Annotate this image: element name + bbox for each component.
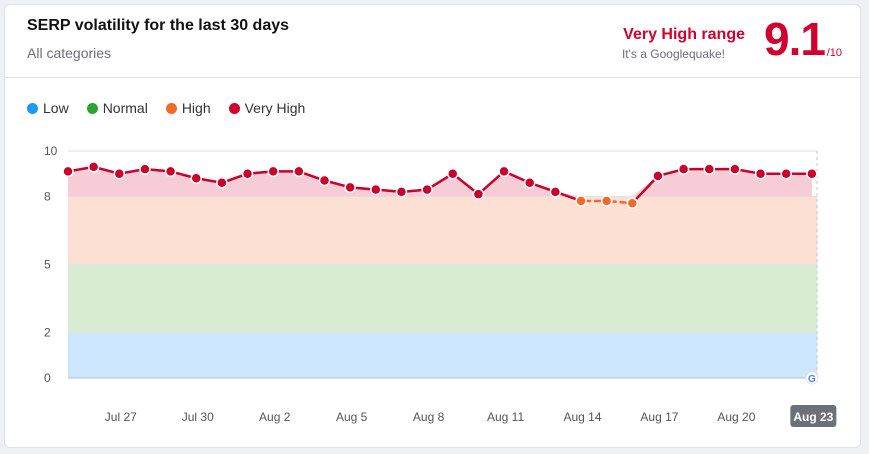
band-normal xyxy=(68,264,817,333)
series-line-segment xyxy=(631,174,660,205)
data-point xyxy=(421,183,433,196)
range-label: Very High range xyxy=(623,26,745,43)
x-tick-label: Jul 30 xyxy=(182,410,214,424)
y-tick-label: 5 xyxy=(44,258,51,272)
band-high xyxy=(68,196,817,265)
legend-dot-high xyxy=(165,102,177,114)
legend-label-very-high: Very High xyxy=(244,100,306,116)
data-point xyxy=(575,195,587,207)
legend-label-normal: Normal xyxy=(102,100,148,116)
legend-item-normal[interactable]: Normal xyxy=(86,100,148,116)
volatility-score: 9.1 xyxy=(764,13,826,65)
data-point xyxy=(395,186,408,198)
data-point xyxy=(600,195,613,207)
legend-dot-normal xyxy=(86,102,98,114)
legend-label-low: Low xyxy=(43,100,69,116)
legend-item-high[interactable]: High xyxy=(165,100,211,116)
x-tick-label: Aug 17 xyxy=(640,410,678,424)
legend-item-low[interactable]: Low xyxy=(27,100,69,116)
google-icon: G xyxy=(808,374,816,385)
score-max: /10 xyxy=(826,47,842,59)
legend-dot-very-high xyxy=(228,102,240,114)
category-label: All categories xyxy=(27,45,112,61)
x-tick-label: Aug 20 xyxy=(717,410,755,424)
google-update-icon xyxy=(805,371,819,385)
data-point xyxy=(241,167,254,180)
x-tick-label: Aug 14 xyxy=(563,410,601,424)
range-note: It's a Googlequake! xyxy=(621,47,725,61)
data-point xyxy=(549,186,562,198)
legend-dot-low xyxy=(27,102,38,114)
x-tick-label: Jul 27 xyxy=(105,410,137,424)
data-point xyxy=(216,177,228,189)
data-point xyxy=(729,163,741,175)
x-tick-label: Aug 5 xyxy=(336,410,368,424)
x-tick-label: Aug 2 xyxy=(259,410,291,424)
data-point xyxy=(62,165,74,178)
y-tick-label: 2 xyxy=(44,326,51,340)
data-point xyxy=(472,188,485,200)
data-point xyxy=(498,165,510,178)
band-low xyxy=(68,332,817,378)
data-point xyxy=(370,183,382,196)
data-point xyxy=(703,163,715,175)
data-point xyxy=(87,161,100,173)
data-point xyxy=(267,165,279,178)
x-tick-label: Aug 8 xyxy=(413,410,445,424)
y-tick-label: 10 xyxy=(44,144,58,158)
data-point xyxy=(164,165,177,178)
data-point xyxy=(447,167,459,180)
data-point xyxy=(113,167,126,180)
data-point xyxy=(293,165,305,178)
legend-label-high: High xyxy=(181,100,211,116)
card-header: SERP volatility for the last 30 days All… xyxy=(5,5,860,78)
data-point xyxy=(677,163,690,175)
data-point xyxy=(139,163,151,175)
data-point xyxy=(318,174,331,187)
data-point xyxy=(754,167,767,180)
data-point xyxy=(806,167,818,180)
y-tick-label: 8 xyxy=(44,189,51,203)
legend-item-very-high[interactable]: Very High xyxy=(228,100,306,116)
x-tick-highlight xyxy=(790,405,837,427)
data-point xyxy=(190,172,202,184)
chart-legend: Low Normal High Very High xyxy=(27,100,305,116)
x-tick-label: Aug 23 xyxy=(793,410,833,424)
data-point xyxy=(523,177,536,189)
data-point xyxy=(626,197,639,209)
data-point xyxy=(652,170,664,182)
y-tick-label: 0 xyxy=(44,371,51,385)
x-tick-label: Aug 11 xyxy=(487,410,524,424)
chart-title: SERP volatility for the last 30 days xyxy=(27,17,290,34)
data-point xyxy=(780,167,792,180)
data-point xyxy=(344,181,356,194)
